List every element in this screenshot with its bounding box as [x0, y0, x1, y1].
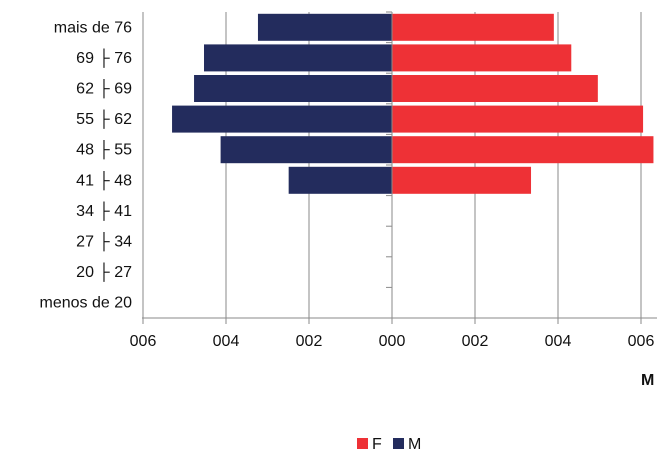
- x-tick-label-1: 004: [213, 333, 240, 350]
- bar-m-1: [204, 44, 392, 72]
- x-tick-label-2: 002: [296, 333, 323, 350]
- y-tick-label-2: 62 ├ 69: [76, 79, 132, 99]
- legend: F M: [357, 436, 421, 453]
- x-unit-label: M: [641, 372, 654, 389]
- legend-label-f: F: [372, 436, 382, 453]
- female-bars: [392, 13, 654, 194]
- legend-swatch-m: [393, 438, 404, 449]
- y-tick-label-5: 41 ├ 48: [76, 170, 132, 190]
- bar-m-0: [257, 13, 392, 41]
- bar-f-4: [392, 136, 654, 164]
- x-tick-label-4: 002: [462, 333, 489, 350]
- x-tick-label-0: 006: [130, 333, 157, 350]
- x-tick-labels: 006 004 002 000 002 004 006: [130, 333, 655, 350]
- bar-m-5: [288, 166, 392, 194]
- y-tick-label-4: 48 ├ 55: [76, 140, 132, 160]
- y-tick-labels: mais de 76 69 ├ 76 62 ├ 69 55 ├ 62 48 ├ 55 41…: [39, 19, 132, 311]
- axes: [142, 11, 657, 324]
- x-tick-label-5: 004: [545, 333, 572, 350]
- legend-swatch-f: [357, 438, 368, 449]
- bar-f-3: [392, 105, 644, 133]
- legend-label-m: M: [408, 436, 421, 453]
- y-tick-label-9: menos de 20: [39, 295, 132, 312]
- y-tick-label-6: 34 ├ 41: [76, 201, 132, 221]
- bar-m-3: [172, 105, 392, 133]
- male-bars: [172, 13, 392, 194]
- bar-f-0: [392, 13, 554, 41]
- y-tick-label-7: 27 ├ 34: [76, 232, 132, 252]
- bar-m-2: [194, 75, 392, 102]
- x-tick-label-6: 006: [628, 333, 655, 350]
- x-tick-label-3: 000: [379, 333, 406, 350]
- bar-f-2: [392, 75, 598, 102]
- bar-m-4: [220, 136, 392, 164]
- y-tick-label-0: mais de 76: [54, 19, 132, 36]
- bar-f-1: [392, 44, 572, 72]
- y-tick-label-1: 69 ├ 76: [76, 48, 132, 68]
- bar-f-5: [392, 166, 532, 194]
- y-tick-label-8: 20 ├ 27: [76, 262, 132, 282]
- y-tick-label-3: 55 ├ 62: [76, 109, 132, 129]
